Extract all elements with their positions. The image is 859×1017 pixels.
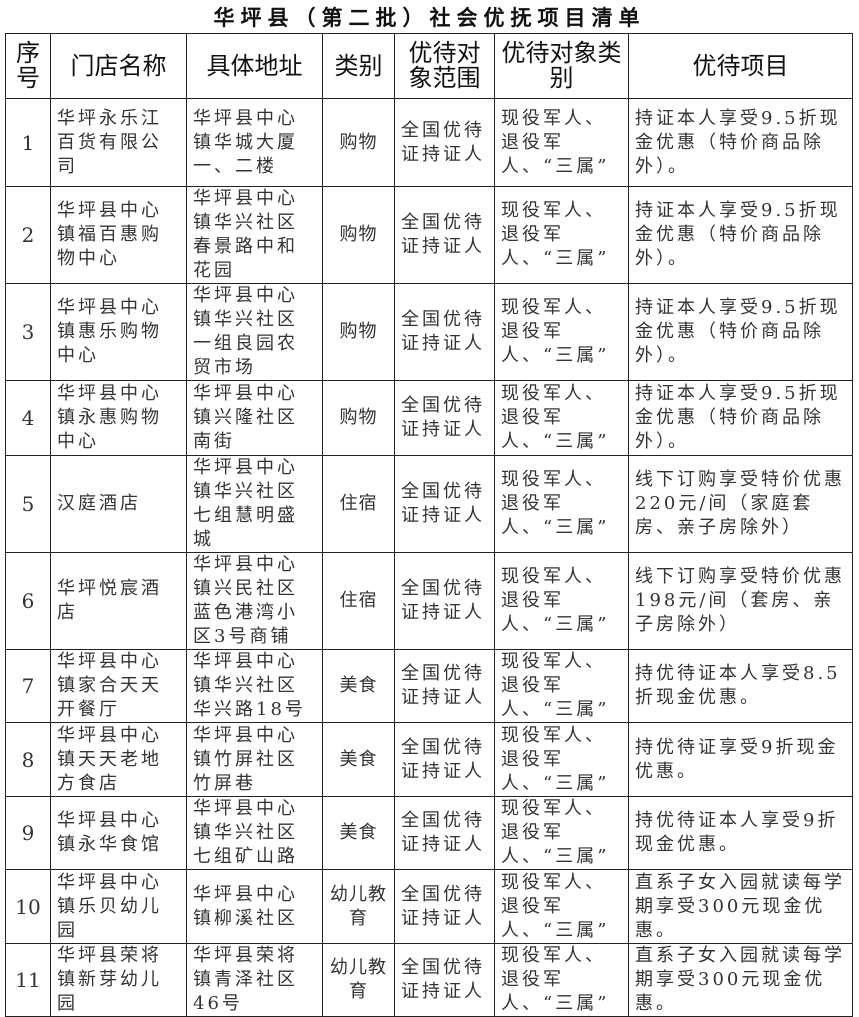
target-scope-cell: 全国优待证持证人 xyxy=(394,186,495,284)
table-row: 6 华坪悦宸酒店 华坪县中心镇兴民社区蓝色港湾小区3号商铺 住宿 全国优待证持证人 现役军… xyxy=(5,552,853,650)
target-type-cell: 现役军人、退役军人、“三属” xyxy=(494,98,629,187)
store-name-cell: 华坪县中心镇惠乐购物中心 xyxy=(50,283,187,381)
category-cell: 美食 xyxy=(322,722,395,797)
store-name-cell: 华坪县中心镇永华食馆 xyxy=(50,796,187,870)
target-scope-cell: 全国优待证持证人 xyxy=(394,455,495,553)
table-row: 9 华坪县中心镇永华食馆 华坪县中心镇华兴社区七组矿山路 美食 全国优待证持证人 现役军人… xyxy=(5,796,853,870)
table-row: 11 华坪县荣将镇新芽幼儿园 华坪县荣将镇青泽社区46号 幼儿教育 全国优待证持证人 现役… xyxy=(5,943,853,1017)
target-scope-cell: 全国优待证持证人 xyxy=(394,649,495,723)
benefit-cell: 线下订购享受特价优惠220元/间（家庭套房、亲子房除外） xyxy=(628,455,853,553)
category-cell: 美食 xyxy=(322,649,395,723)
store-name-cell: 华坪县中心镇家合天天开餐厅 xyxy=(50,649,187,723)
target-type-cell: 现役军人、退役军人、“三属” xyxy=(494,649,629,723)
table-row: 4 华坪县中心镇永惠购物中心 华坪县中心镇兴隆社区南街 购物 全国优待证持证人 现役军人、… xyxy=(5,380,853,456)
table-row: 3 华坪县中心镇惠乐购物中心 华坪县中心镇华兴社区一组良园农贸市场 购物 全国优待证持证… xyxy=(5,283,853,381)
benefit-cell: 持优待证享受9折现金优惠。 xyxy=(628,722,853,797)
target-type-cell: 现役军人、退役军人、“三属” xyxy=(494,186,629,284)
target-scope-cell: 全国优待证持证人 xyxy=(394,380,495,456)
address-cell: 华坪县中心镇华兴社区七组矿山路 xyxy=(186,796,323,870)
benefit-cell: 线下订购享受特价优惠198元/间（套房、亲子房除外） xyxy=(628,552,853,650)
store-name-cell: 华坪悦宸酒店 xyxy=(50,552,187,650)
address-cell: 华坪县荣将镇青泽社区46号 xyxy=(186,943,323,1017)
benefit-cell: 持证本人享受9.5折现金优惠（特价商品除外）。 xyxy=(628,380,853,456)
store-name-cell: 华坪县中心镇乐贝幼儿园 xyxy=(50,869,187,944)
benefit-cell: 直系子女入园就读每学期享受300元现金优惠。 xyxy=(628,943,853,1017)
preferential-projects-table: 序号 门店名称 具体地址 类别 优待对象范围 优待对象类别 优待项目 1 华坪永乐江百货有限公… xyxy=(5,33,853,1017)
address-cell: 华坪县中心镇华兴社区一组良园农贸市场 xyxy=(186,283,323,381)
table-row: 10 华坪县中心镇乐贝幼儿园 华坪县中心镇柳溪社区 幼儿教育 全国优待证持证人 现役军人、… xyxy=(5,869,853,944)
row-index-cell: 9 xyxy=(5,796,51,870)
row-index-cell: 6 xyxy=(5,552,51,650)
table-row: 1 华坪永乐江百货有限公司 华坪县中心镇华城大厦一、二楼 购物 全国优待证持证人 现役军人… xyxy=(5,98,853,187)
target-type-cell: 现役军人、退役军人、“三属” xyxy=(494,722,629,797)
address-cell: 华坪县中心镇兴隆社区南街 xyxy=(186,380,323,456)
row-index-cell: 4 xyxy=(5,380,51,456)
category-cell: 购物 xyxy=(322,283,395,381)
target-scope-cell: 全国优待证持证人 xyxy=(394,283,495,381)
header-category: 类别 xyxy=(322,33,395,99)
address-cell: 华坪县中心镇兴民社区蓝色港湾小区3号商铺 xyxy=(186,552,323,650)
header-row: 序号 门店名称 具体地址 类别 优待对象范围 优待对象类别 优待项目 xyxy=(5,33,853,99)
row-index-cell: 3 xyxy=(5,283,51,381)
header-target-scope: 优待对象范围 xyxy=(394,33,495,99)
store-name-cell: 华坪县中心镇永惠购物中心 xyxy=(50,380,187,456)
target-type-cell: 现役军人、退役军人、“三属” xyxy=(494,283,629,381)
row-index-cell: 11 xyxy=(5,943,51,1017)
row-index-cell: 10 xyxy=(5,869,51,944)
target-scope-cell: 全国优待证持证人 xyxy=(394,98,495,187)
category-cell: 住宿 xyxy=(322,552,395,650)
target-scope-cell: 全国优待证持证人 xyxy=(394,552,495,650)
store-name-cell: 华坪县荣将镇新芽幼儿园 xyxy=(50,943,187,1017)
category-cell: 幼儿教育 xyxy=(322,869,395,944)
address-cell: 华坪县中心镇华兴社区七组慧明盛城 xyxy=(186,455,323,553)
row-index-cell: 1 xyxy=(5,98,51,187)
category-cell: 美食 xyxy=(322,796,395,870)
target-type-cell: 现役军人、退役军人、“三属” xyxy=(494,869,629,944)
address-cell: 华坪县中心镇华城大厦一、二楼 xyxy=(186,98,323,187)
address-cell: 华坪县中心镇柳溪社区 xyxy=(186,869,323,944)
target-scope-cell: 全国优待证持证人 xyxy=(394,796,495,870)
benefit-cell: 持优待证本人享受9折现金优惠。 xyxy=(628,796,853,870)
target-scope-cell: 全国优待证持证人 xyxy=(394,943,495,1017)
address-cell: 华坪县中心镇华兴社区华兴路18号 xyxy=(186,649,323,723)
benefit-cell: 持证本人享受9.5折现金优惠（特价商品除外）。 xyxy=(628,98,853,187)
category-cell: 购物 xyxy=(322,98,395,187)
table-row: 8 华坪县中心镇天天老地方食店 华坪县中心镇竹屏社区竹屏巷 美食 全国优待证持证人 现役军… xyxy=(5,722,853,797)
benefit-cell: 持证本人享受9.5折现金优惠（特价商品除外）。 xyxy=(628,283,853,381)
store-name-cell: 华坪县中心镇福百惠购物中心 xyxy=(50,186,187,284)
target-type-cell: 现役军人、退役军人、“三属” xyxy=(494,796,629,870)
benefit-cell: 直系子女入园就读每学期享受300元现金优惠。 xyxy=(628,869,853,944)
header-index: 序号 xyxy=(5,33,51,99)
header-target-type: 优待对象类别 xyxy=(494,33,629,99)
row-index-cell: 8 xyxy=(5,722,51,797)
row-index-cell: 5 xyxy=(5,455,51,553)
store-name-cell: 华坪永乐江百货有限公司 xyxy=(50,98,187,187)
target-type-cell: 现役军人、退役军人、“三属” xyxy=(494,455,629,553)
target-type-cell: 现役军人、退役军人、“三属” xyxy=(494,943,629,1017)
row-index-cell: 2 xyxy=(5,186,51,284)
category-cell: 购物 xyxy=(322,380,395,456)
table-row: 2 华坪县中心镇福百惠购物中心 华坪县中心镇华兴社区春景路中和花园 购物 全国优待证持证… xyxy=(5,186,853,284)
benefit-cell: 持优待证本人享受8.5折现金优惠。 xyxy=(628,649,853,723)
header-benefit: 优待项目 xyxy=(628,33,853,99)
address-cell: 华坪县中心镇竹屏社区竹屏巷 xyxy=(186,722,323,797)
target-scope-cell: 全国优待证持证人 xyxy=(394,869,495,944)
target-type-cell: 现役军人、退役军人、“三属” xyxy=(494,380,629,456)
header-address: 具体地址 xyxy=(186,33,323,99)
address-cell: 华坪县中心镇华兴社区春景路中和花园 xyxy=(186,186,323,284)
document-title: 华坪县（第二批）社会优抚项目清单 xyxy=(213,5,646,30)
store-name-cell: 华坪县中心镇天天老地方食店 xyxy=(50,722,187,797)
table-row: 5 汉庭酒店 华坪县中心镇华兴社区七组慧明盛城 住宿 全国优待证持证人 现役军人、退役军人… xyxy=(5,455,853,553)
category-cell: 购物 xyxy=(322,186,395,284)
target-type-cell: 现役军人、退役军人、“三属” xyxy=(494,552,629,650)
target-scope-cell: 全国优待证持证人 xyxy=(394,722,495,797)
row-index-cell: 7 xyxy=(5,649,51,723)
category-cell: 住宿 xyxy=(322,455,395,553)
benefit-cell: 持证本人享受9.5折现金优惠（特价商品除外）。 xyxy=(628,186,853,284)
store-name-cell: 汉庭酒店 xyxy=(50,455,187,553)
table-row: 7 华坪县中心镇家合天天开餐厅 华坪县中心镇华兴社区华兴路18号 美食 全国优待证持证人… xyxy=(5,649,853,723)
header-store-name: 门店名称 xyxy=(50,33,187,99)
category-cell: 幼儿教育 xyxy=(322,943,395,1017)
